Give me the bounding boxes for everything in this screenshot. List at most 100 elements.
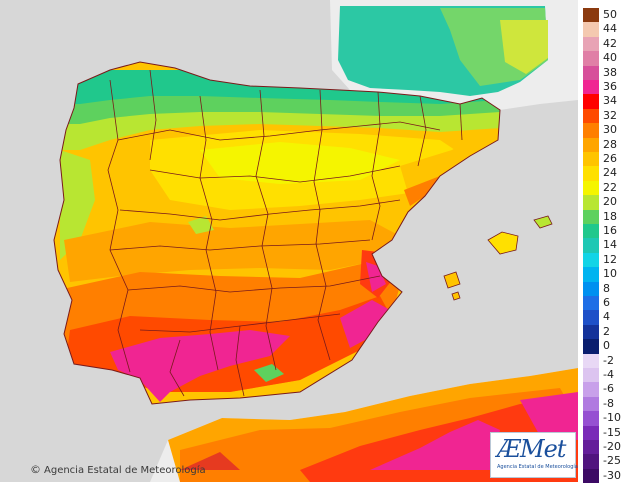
legend-label: -20 bbox=[603, 440, 621, 453]
legend-label: -2 bbox=[603, 353, 614, 367]
legend-swatch bbox=[583, 238, 599, 253]
legend-swatch bbox=[583, 36, 599, 52]
legend-label: 50 bbox=[603, 8, 617, 21]
legend-swatch bbox=[583, 252, 599, 268]
legend-label: 8 bbox=[603, 281, 610, 295]
legend-entry: 10 bbox=[583, 267, 630, 282]
legend-entry: 30 bbox=[583, 123, 630, 138]
legend-swatch bbox=[583, 209, 599, 224]
legend-label: 38 bbox=[603, 65, 617, 79]
iberia-coastline bbox=[53, 61, 501, 405]
legend-label: -4 bbox=[603, 368, 614, 381]
copyright-icon: © bbox=[30, 463, 41, 476]
legend-label: 20 bbox=[603, 195, 617, 209]
legend-entry: -8 bbox=[583, 396, 630, 412]
legend-entry: 12 bbox=[583, 252, 630, 268]
legend-swatch bbox=[583, 281, 599, 296]
legend-entry: 36 bbox=[583, 80, 630, 95]
legend-swatch bbox=[583, 382, 599, 397]
legend-swatch bbox=[583, 8, 599, 23]
legend-label: 30 bbox=[603, 123, 617, 137]
legend-entry: 8 bbox=[583, 281, 630, 296]
legend-swatch bbox=[583, 368, 599, 383]
legend-label: 36 bbox=[603, 80, 617, 93]
legend-entry: 14 bbox=[583, 238, 630, 253]
legend-swatch bbox=[583, 296, 599, 311]
legend-entry: -20 bbox=[583, 440, 630, 455]
legend-label: 28 bbox=[603, 137, 617, 151]
legend-swatch bbox=[583, 137, 599, 152]
legend-entry: 34 bbox=[583, 94, 630, 109]
legend-label: 0 bbox=[603, 339, 610, 353]
copyright-text: Agencia Estatal de Meteorología bbox=[44, 465, 206, 476]
legend-entry: -6 bbox=[583, 382, 630, 397]
legend-swatch bbox=[583, 324, 599, 340]
legend-label: -15 bbox=[603, 425, 621, 439]
ibiza-island bbox=[443, 271, 461, 289]
aemet-logo-subtitle: Agencia Estatal de Meteorología bbox=[497, 464, 578, 470]
aemet-logo: ÆMet Agencia Estatal de Meteorología bbox=[490, 432, 578, 478]
legend-entry: 24 bbox=[583, 166, 630, 181]
legend-entry: 28 bbox=[583, 137, 630, 152]
legend-label: 42 bbox=[603, 36, 617, 50]
legend-entry: -10 bbox=[583, 411, 630, 426]
legend-entry: 6 bbox=[583, 296, 630, 311]
legend-swatch bbox=[583, 180, 599, 196]
legend-swatch bbox=[583, 411, 599, 426]
legend-swatch bbox=[583, 310, 599, 325]
aemet-logo-mark: ÆMet bbox=[497, 435, 566, 463]
legend-label: 44 bbox=[603, 22, 617, 36]
legend-entry: 22 bbox=[583, 180, 630, 196]
legend-swatch bbox=[583, 94, 599, 109]
legend-swatch bbox=[583, 65, 599, 80]
legend-swatch bbox=[583, 195, 599, 210]
legend-entry: 44 bbox=[583, 22, 630, 37]
legend-swatch bbox=[583, 80, 599, 95]
menorca-island bbox=[533, 215, 553, 229]
legend-swatch bbox=[583, 22, 599, 37]
copyright-notice: © Agencia Estatal de Meteorología bbox=[30, 463, 206, 476]
legend-entry: 50 bbox=[583, 8, 630, 23]
legend-entry: -4 bbox=[583, 368, 630, 383]
france-hot-field bbox=[500, 20, 548, 74]
legend-label: 34 bbox=[603, 94, 617, 108]
legend-entry: -15 bbox=[583, 425, 630, 440]
legend-entry: 4 bbox=[583, 310, 630, 325]
legend-entry: 40 bbox=[583, 51, 630, 66]
legend-swatch bbox=[583, 468, 599, 484]
legend-label: 16 bbox=[603, 224, 617, 237]
legend-entry: -30 bbox=[583, 468, 630, 484]
formentera-island bbox=[451, 291, 461, 301]
legend-swatch bbox=[583, 267, 599, 282]
legend-label: 12 bbox=[603, 252, 617, 266]
province-borders bbox=[107, 69, 463, 397]
legend-entry: 16 bbox=[583, 224, 630, 239]
legend-label: 22 bbox=[603, 180, 617, 194]
legend-swatch bbox=[583, 152, 599, 167]
legend-entry: -2 bbox=[583, 353, 630, 368]
legend-label: -8 bbox=[603, 396, 614, 410]
legend-swatch bbox=[583, 51, 599, 66]
legend-label: 2 bbox=[603, 324, 610, 338]
legend-label: -25 bbox=[603, 454, 621, 468]
legend-label: 6 bbox=[603, 296, 610, 309]
logo-mark-ae: Æ bbox=[497, 435, 521, 463]
legend-label: 4 bbox=[603, 310, 610, 324]
legend-entry: 2 bbox=[583, 324, 630, 340]
legend-label: -10 bbox=[603, 411, 621, 425]
legend-label: -30 bbox=[603, 468, 621, 482]
legend-entry: 18 bbox=[583, 209, 630, 224]
legend-swatch bbox=[583, 108, 599, 124]
legend-swatch bbox=[583, 396, 599, 412]
legend-swatch bbox=[583, 353, 599, 368]
legend-swatch bbox=[583, 339, 599, 354]
legend-label: 40 bbox=[603, 51, 617, 65]
legend-entry: 20 bbox=[583, 195, 630, 210]
legend-label: 24 bbox=[603, 166, 617, 180]
temperature-legend: 50 44 42 40 38 36 34 32 30 28 26 24 22 20 18 16 14 12 10 8 6… bbox=[583, 8, 630, 484]
legend-entry: 32 bbox=[583, 108, 630, 124]
legend-label: 26 bbox=[603, 152, 617, 165]
legend-swatch bbox=[583, 440, 599, 455]
legend-label: -6 bbox=[603, 382, 614, 396]
legend-entry: 42 bbox=[583, 36, 630, 52]
